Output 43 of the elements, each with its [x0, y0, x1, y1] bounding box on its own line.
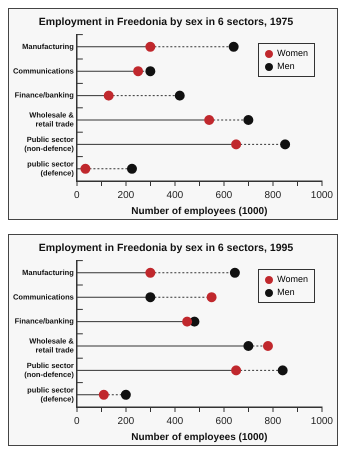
point: [278, 365, 288, 376]
legend-label: Women: [277, 273, 308, 286]
x-tick-label: 800: [264, 190, 282, 201]
point: [145, 268, 156, 278]
point: [145, 292, 156, 302]
x-tick-label: 800: [264, 416, 282, 427]
x-tick-label: 1000: [310, 416, 334, 427]
x-axis-title: Number of employees (1000): [131, 432, 268, 443]
point: [80, 164, 90, 174]
point: [120, 390, 131, 400]
chart-title: Employment in Freedonia by sex in 6 sectors, 1975: [38, 16, 294, 28]
point: [243, 115, 254, 125]
point: [133, 66, 144, 76]
point: [231, 365, 242, 376]
point: [228, 42, 239, 52]
x-tick-label: 600: [216, 416, 233, 427]
x-tick-label: 0: [74, 190, 80, 201]
point: [204, 115, 214, 125]
chart-title: Employment in Freedonia by sex in 6 sectors, 1995: [38, 242, 294, 254]
x-tick-label: 200: [118, 416, 135, 427]
point: [145, 66, 156, 76]
x-axis-title: Number of employees (1000): [131, 206, 268, 217]
x-tick-label: 0: [74, 416, 80, 427]
point: [145, 42, 156, 52]
point: [98, 390, 109, 400]
point: [104, 90, 114, 101]
point: [182, 316, 192, 327]
legend-label: Men: [277, 60, 295, 73]
legend-label: Men: [277, 286, 295, 299]
point: [280, 139, 290, 150]
point: [174, 90, 185, 101]
point: [262, 341, 273, 351]
x-tick-label: 400: [166, 416, 184, 427]
point: [243, 341, 254, 351]
x-tick-label: 200: [118, 190, 135, 201]
x-tick-label: 400: [166, 190, 184, 201]
x-tick-label: 1000: [310, 190, 334, 201]
legend-label: Women: [277, 47, 308, 60]
point: [230, 268, 240, 278]
x-tick-label: 600: [216, 190, 233, 201]
point: [126, 164, 137, 174]
point: [231, 139, 242, 150]
point: [206, 292, 217, 302]
